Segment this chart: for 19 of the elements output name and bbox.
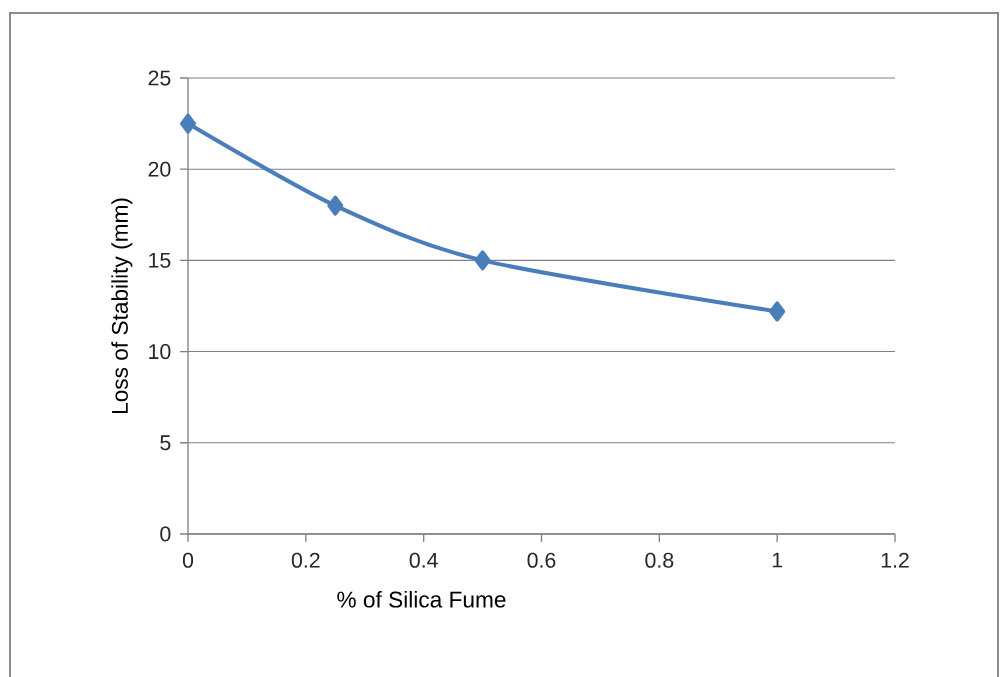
x-axis-title: % of Silica Fume [337, 590, 506, 608]
y-tick-label: 0 [160, 526, 171, 542]
y-tick-label: 5 [160, 435, 171, 451]
point [327, 195, 344, 216]
point [474, 250, 491, 271]
point [180, 113, 197, 134]
point [769, 301, 786, 322]
y-tick-label: 20 [148, 161, 171, 177]
y-tick-label: 10 [149, 344, 171, 360]
y-axis-title: Loss of Stability (mm) [111, 198, 133, 414]
y-tick-label: 25 [148, 70, 171, 86]
x-tick-label: 0 [182, 552, 194, 568]
x-tick-label: 0.8 [645, 552, 674, 568]
x-tick-label: 0.6 [527, 552, 556, 568]
y-tick-label: 15 [149, 252, 171, 268]
x-tick-label: 0.2 [291, 552, 320, 568]
x-tick-label: 1.2 [881, 552, 909, 568]
x-tick-label: 0.4 [409, 552, 438, 568]
x-tick-label: 1 [772, 552, 783, 568]
